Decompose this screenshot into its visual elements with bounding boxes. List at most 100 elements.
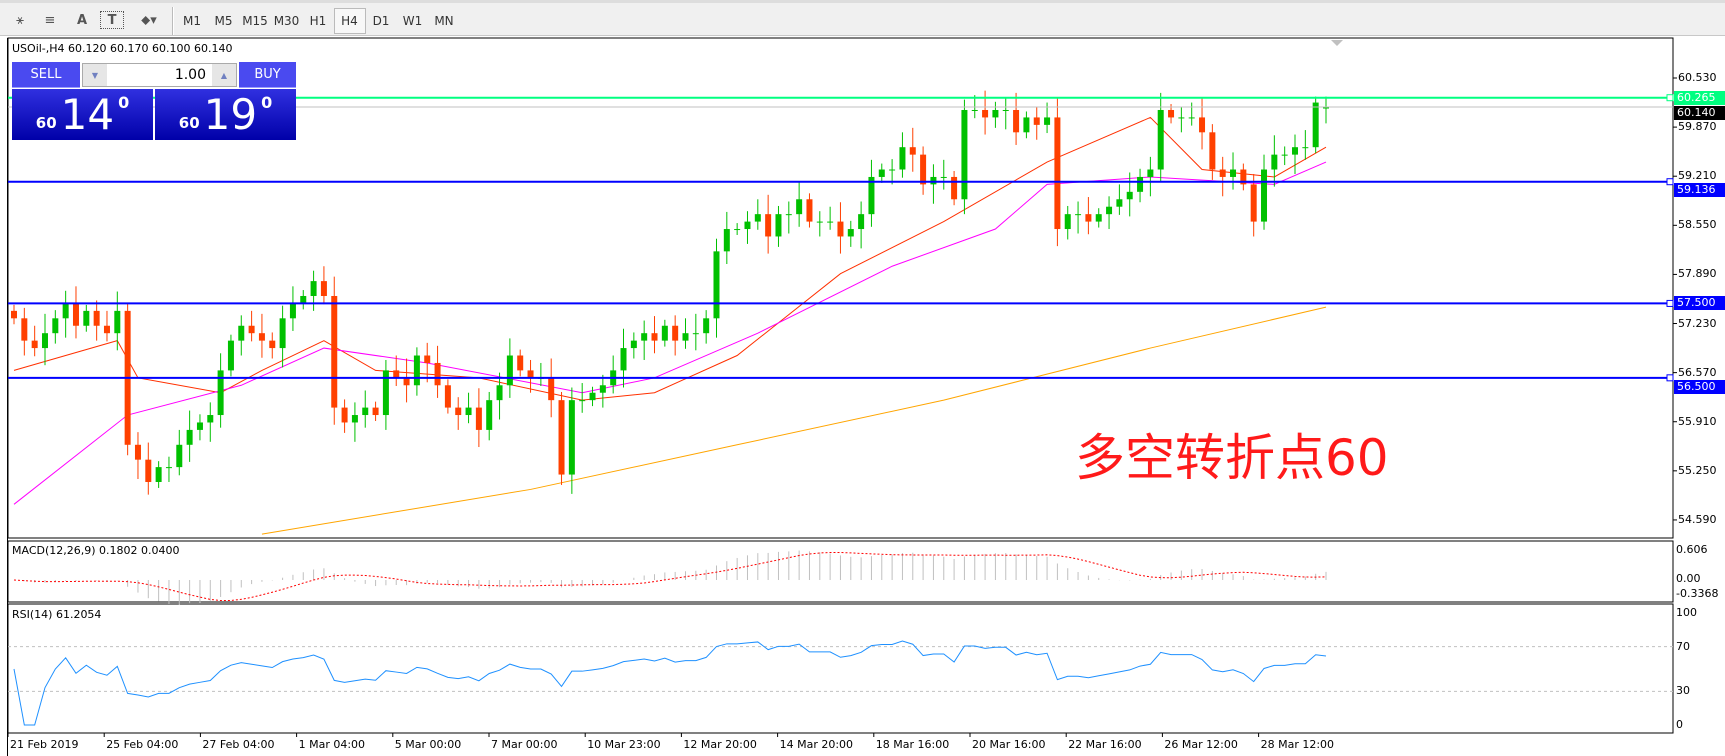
candle-body [155, 467, 162, 482]
candle-body [496, 385, 503, 401]
candle-body [1178, 117, 1185, 119]
timeframe-m1[interactable]: M1 [183, 14, 201, 28]
candle-body [579, 400, 586, 402]
time-axis-label: 25 Feb 04:00 [106, 738, 179, 751]
price-axis-label: 55.250 [1678, 463, 1717, 477]
chart-title: USOil-,H4 60.120 60.170 60.100 60.140 [12, 42, 233, 55]
elliott-icon[interactable]: ⚹ [16, 12, 24, 28]
candle-body [589, 392, 596, 401]
candle-body [1323, 107, 1329, 109]
candle-body [413, 355, 420, 386]
price-axis-label: 60.530 [1678, 71, 1717, 84]
candle-body [1147, 169, 1154, 177]
candle-body [992, 109, 999, 118]
candle-body [21, 318, 28, 341]
timeframe-m30[interactable]: M30 [273, 14, 300, 28]
sell-price-big-figure: 60 [35, 114, 57, 132]
timeframe-h4[interactable]: H4 [333, 8, 366, 34]
macd-signal-line [13, 551, 1327, 602]
rsi-label: RSI(14) 61.2054 [12, 608, 102, 621]
sell-price-fraction: 0 [118, 93, 130, 112]
macd-label: MACD(12,26,9) 0.1802 0.0400 [12, 544, 180, 557]
candle-body [403, 377, 410, 386]
candle-body [661, 325, 668, 341]
candle-body [816, 221, 823, 223]
text-label-icon[interactable]: T [100, 11, 124, 29]
candle-body [444, 385, 451, 408]
hline-price-label: 60.265 [1674, 90, 1725, 105]
macd-axis-label: 0.606 [1676, 543, 1708, 556]
candle-body [548, 377, 555, 401]
timeframe-mn[interactable]: MN [434, 14, 454, 28]
candle-body [362, 407, 369, 416]
timeframe-h1[interactable]: H1 [309, 14, 327, 28]
candle-body [1054, 117, 1061, 230]
moving-average-line-1 [13, 116, 1327, 401]
sell-price[interactable]: 60 14 0 [12, 89, 153, 140]
annotation-text[interactable]: 多空转折点60 [1075, 429, 1389, 487]
candle-body [341, 407, 348, 423]
macd-pane [7, 540, 1674, 603]
candle-body [961, 109, 968, 200]
candle-body [527, 370, 534, 378]
candle-body [796, 199, 803, 215]
candle-body [630, 340, 637, 349]
candle-body [1209, 132, 1216, 170]
price-axis-label: 59.870 [1678, 120, 1717, 134]
candle-body [1302, 147, 1309, 149]
rsi-axis-label: 30 [1676, 684, 1690, 698]
fibo-icon[interactable]: ≡ [44, 12, 56, 28]
timeframe-w1[interactable]: W1 [402, 14, 423, 28]
candle-body [186, 429, 193, 445]
candle-body [558, 400, 565, 475]
candle-body [165, 467, 172, 469]
line-handle [1666, 374, 1674, 382]
candle-body [517, 355, 524, 371]
candle-body [1261, 169, 1268, 222]
candle-body [765, 214, 772, 237]
candle-body [393, 370, 400, 378]
candle-body [207, 415, 214, 423]
candle-body [1013, 109, 1020, 133]
candle-body [878, 169, 885, 177]
candle-body [279, 318, 286, 349]
candle-body [1312, 102, 1319, 148]
candle-body [920, 154, 927, 185]
price-axis-label: 54.590 [1678, 512, 1717, 526]
arrows-icon[interactable]: ⬥▾ [141, 12, 157, 28]
candle-body [1281, 154, 1288, 156]
timeframe-m5[interactable]: M5 [214, 14, 233, 28]
rsi-axis-label: 0 [1676, 718, 1683, 731]
candle-body [1033, 117, 1040, 125]
candle-body [424, 355, 431, 363]
candle-body [744, 221, 751, 230]
candle-body [1250, 184, 1257, 222]
timeframe-m15[interactable]: M15 [242, 14, 268, 28]
candle-body [1219, 169, 1226, 177]
lots-value[interactable]: 1.00 [174, 67, 206, 83]
lots-increase-icon[interactable]: ▲ [212, 64, 236, 86]
buy-price[interactable]: 60 19 0 [155, 89, 296, 140]
price-axis-label: 56.570 [1678, 365, 1717, 379]
candle-body [1106, 206, 1113, 215]
text-icon[interactable]: A [76, 12, 88, 28]
lots-decrease-icon[interactable]: ▼ [83, 64, 107, 86]
macd-axis-label: 0.00 [1676, 572, 1701, 585]
candle-body [1137, 176, 1144, 192]
sell-button[interactable]: SELL [12, 62, 80, 88]
candle-body [1044, 117, 1051, 125]
sell-price-pips: 14 [60, 90, 115, 139]
candle-body [351, 415, 358, 423]
candle-body [103, 325, 110, 334]
timeframe-d1[interactable]: D1 [372, 14, 390, 28]
lots-input[interactable]: ▼ 1.00 ▲ [82, 63, 237, 87]
time-axis-label: 20 Mar 16:00 [972, 738, 1046, 751]
candle-body [114, 310, 121, 334]
time-axis-label: 18 Mar 16:00 [875, 738, 950, 751]
candle-body [703, 318, 710, 334]
candle-body [1271, 154, 1278, 170]
buy-button[interactable]: BUY [239, 62, 296, 88]
candle-body [785, 214, 792, 216]
candle-body [1168, 109, 1175, 118]
